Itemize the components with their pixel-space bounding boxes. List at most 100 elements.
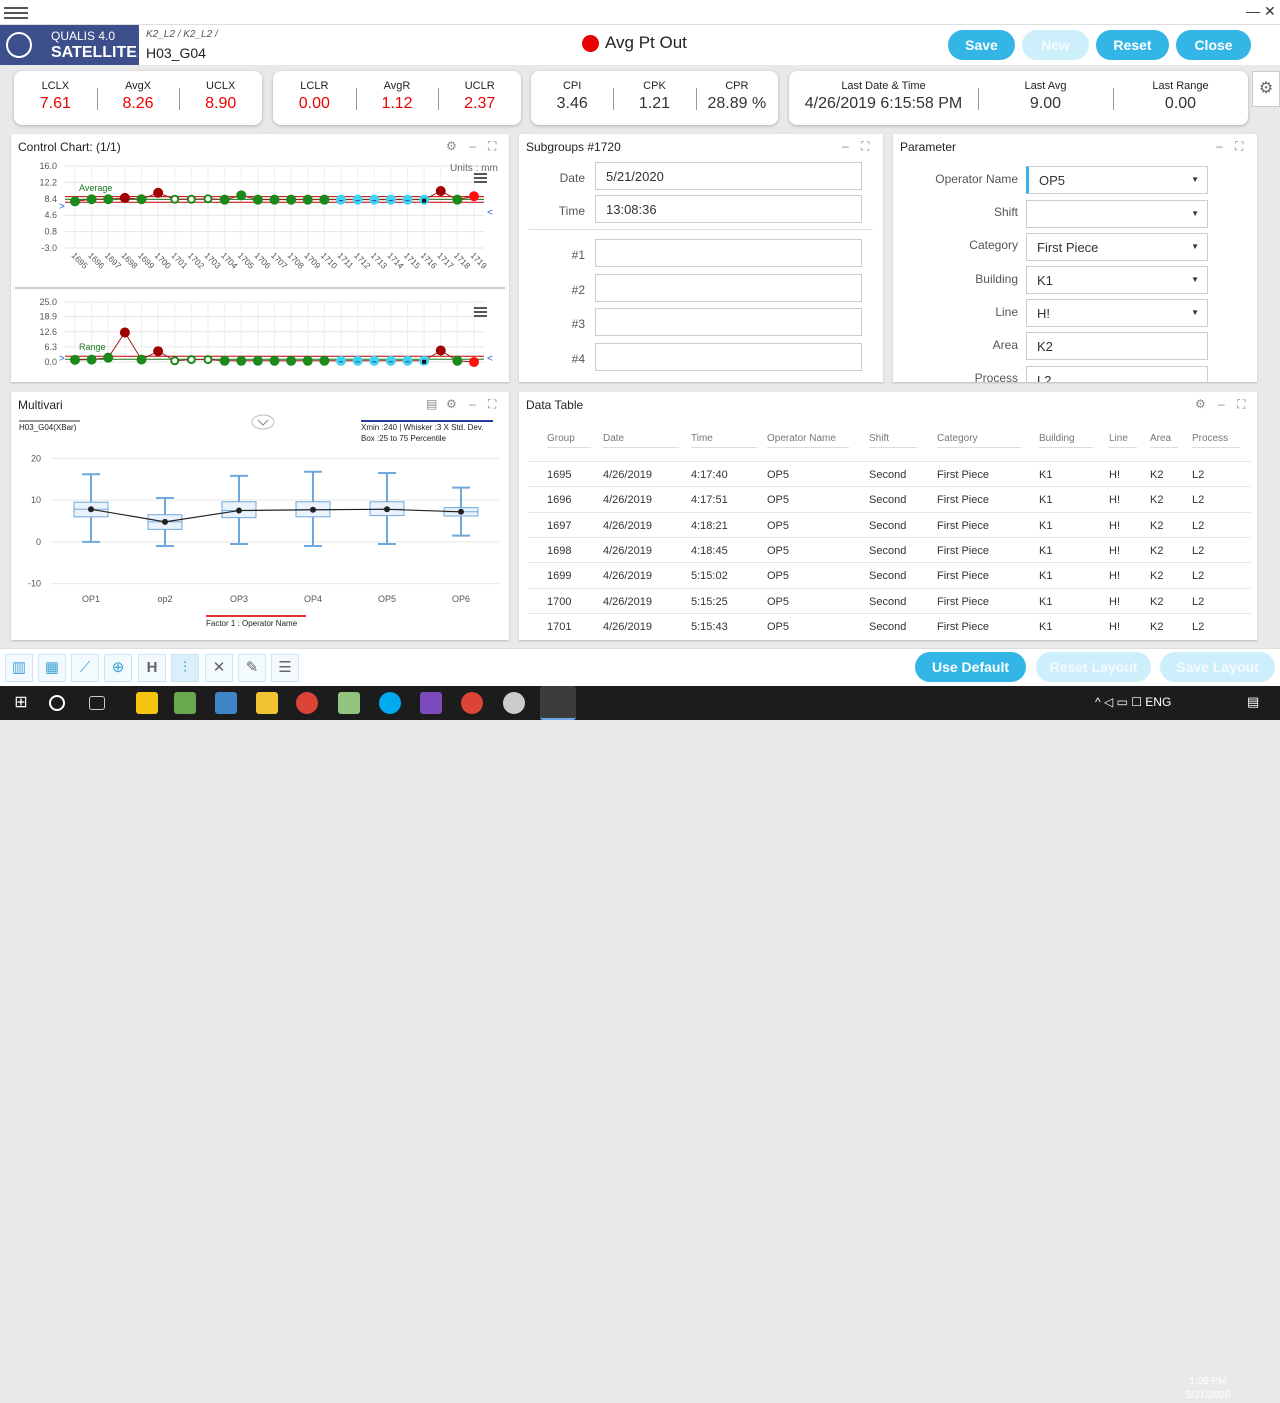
category-select[interactable]: First Piece ▼: [1026, 233, 1208, 261]
minimize-panel-icon[interactable]: –: [1218, 397, 1225, 411]
table-cell: 1701: [547, 620, 572, 633]
visual-studio-icon[interactable]: [420, 692, 442, 714]
column-header[interactable]: Time: [691, 433, 713, 444]
reset-button[interactable]: Reset: [1096, 30, 1169, 60]
date-field[interactable]: 5/21/2020: [595, 162, 862, 190]
save-button[interactable]: Save: [948, 30, 1015, 60]
table-row[interactable]: 1695 4/26/2019 4:17:40 OP5 Second First Piece…: [528, 461, 1251, 486]
expand-icon[interactable]: ⛶: [1235, 139, 1244, 153]
reading-2-field[interactable]: [595, 274, 862, 302]
snipping-tool-icon[interactable]: [338, 692, 360, 714]
sticky-notes-icon[interactable]: [136, 692, 158, 714]
expand-icon[interactable]: ⛶: [1237, 397, 1246, 411]
cpk-value: 1.21: [638, 95, 671, 112]
column-header[interactable]: Category: [937, 433, 978, 444]
tools-icon[interactable]: ✕: [205, 654, 233, 682]
hamburger-menu-icon[interactable]: [4, 4, 28, 22]
chrome-icon[interactable]: [296, 692, 318, 714]
time-field[interactable]: 13:08:36: [595, 195, 862, 223]
close-button[interactable]: Close: [1176, 30, 1251, 60]
column-header[interactable]: Process: [1192, 433, 1229, 444]
system-tray-icons[interactable]: ^ ◁ ▭ ☐ ENG: [1095, 695, 1172, 709]
table-row[interactable]: 1698 4/26/2019 4:18:45 OP5 Second First Piece…: [528, 536, 1251, 562]
reading-1-field[interactable]: [595, 239, 862, 267]
qualis-app-icon[interactable]: [540, 686, 576, 720]
minimize-panel-icon[interactable]: –: [1216, 139, 1223, 153]
operator-name-select[interactable]: OP5 ▼: [1026, 166, 1208, 194]
data-point: [369, 194, 380, 205]
clock[interactable]: 1:09 PM 5/21/2020: [1183, 1375, 1233, 1403]
x-tick-label: 1707: [269, 250, 290, 271]
file-explorer-icon[interactable]: [256, 692, 278, 714]
line-select[interactable]: H! ▼: [1026, 299, 1208, 327]
paint-icon[interactable]: [503, 692, 525, 714]
gear-icon[interactable]: ⚙: [1195, 397, 1206, 411]
minimize-panel-icon[interactable]: –: [469, 139, 476, 153]
collapse-chevron-icon[interactable]: [251, 414, 275, 430]
minimize-panel-icon[interactable]: –: [469, 397, 476, 411]
x-tick-label: 1706: [252, 250, 273, 271]
sliders-icon[interactable]: ⫶: [171, 654, 199, 682]
gear-icon[interactable]: ⚙: [446, 397, 457, 411]
trend-view-icon[interactable]: ⟋: [71, 654, 99, 682]
reading-3-field[interactable]: [595, 308, 862, 336]
minimize-panel-icon[interactable]: –: [842, 139, 849, 153]
building-select[interactable]: K1 ▼: [1026, 266, 1208, 294]
excel-icon[interactable]: [174, 692, 196, 714]
column-header[interactable]: Area: [1150, 433, 1172, 444]
expand-icon[interactable]: ⛶: [488, 139, 497, 153]
chrome-icon-2[interactable]: [461, 692, 483, 714]
x-tick-label: 1699: [136, 250, 157, 271]
chevron-down-icon: ▼: [1191, 242, 1199, 251]
column-header-underline: [937, 447, 1021, 448]
expand-icon[interactable]: ⛶: [488, 397, 497, 411]
shift-select[interactable]: ▼: [1026, 200, 1208, 228]
ruler-icon[interactable]: ☰: [271, 654, 299, 682]
table-cell: Second: [869, 544, 907, 557]
gear-icon[interactable]: ⚙: [446, 139, 457, 153]
range-chart-menu-icon[interactable]: [474, 307, 487, 317]
reset-layout-button[interactable]: Reset Layout: [1036, 652, 1151, 682]
task-view-icon[interactable]: [89, 696, 105, 710]
grid-view-icon[interactable]: ▦: [38, 654, 66, 682]
data-point: [153, 187, 164, 198]
close-window-icon[interactable]: ✕: [1264, 3, 1276, 19]
table-row[interactable]: 1696 4/26/2019 4:17:51 OP5 Second First Piece…: [528, 486, 1251, 511]
minimize-icon[interactable]: —: [1246, 3, 1260, 19]
new-button[interactable]: New: [1022, 30, 1089, 60]
data-point: [269, 355, 280, 366]
table-row[interactable]: 1699 4/26/2019 5:15:02 OP5 Second First Piece…: [528, 562, 1251, 587]
use-default-button[interactable]: Use Default: [915, 652, 1026, 682]
column-header[interactable]: Group: [547, 433, 575, 444]
area-field[interactable]: K2: [1026, 332, 1208, 360]
column-header[interactable]: Date: [603, 433, 625, 444]
data-point: [286, 194, 297, 205]
skype-icon[interactable]: [379, 692, 401, 714]
table-row[interactable]: 1701 4/26/2019 5:15:43 OP5 Second First Piece…: [528, 612, 1251, 638]
xbar-chart-menu-icon[interactable]: [474, 173, 487, 183]
table-row[interactable]: 1700 4/26/2019 5:15:25 OP5 Second First Piece…: [528, 587, 1251, 613]
windows-start-icon[interactable]: ⊞: [14, 694, 28, 711]
reading-4-label: #4: [571, 352, 585, 366]
expand-icon[interactable]: ⛶: [861, 139, 870, 153]
search-icon[interactable]: [49, 695, 65, 711]
edit-icon[interactable]: ✎: [238, 654, 266, 682]
notifications-icon[interactable]: ▤: [1247, 694, 1260, 709]
column-header[interactable]: Shift: [869, 433, 890, 444]
reading-4-field[interactable]: [595, 343, 862, 371]
add-document-icon[interactable]: ⊕: [104, 654, 132, 682]
monitor-app-icon[interactable]: [215, 692, 237, 714]
settings-gear-icon[interactable]: ⚙: [1252, 71, 1280, 107]
breadcrumb[interactable]: K2_L2 / K2_L2 /: [146, 29, 218, 40]
table-cell: 4/26/2019: [603, 595, 652, 608]
column-header[interactable]: Building: [1039, 433, 1075, 444]
chart-view-icon[interactable]: ▥: [5, 654, 33, 682]
column-header[interactable]: Operator Name: [767, 433, 836, 444]
histogram-h-icon[interactable]: H: [138, 654, 166, 682]
process-field[interactable]: L2: [1026, 366, 1208, 382]
table-view-icon[interactable]: ▤: [426, 397, 438, 411]
save-layout-button[interactable]: Save Layout: [1160, 652, 1275, 682]
column-header[interactable]: Line: [1109, 433, 1128, 444]
table-row[interactable]: 1697 4/26/2019 4:18:21 OP5 Second First Piece…: [528, 511, 1251, 537]
table-cell: K2: [1150, 519, 1164, 532]
